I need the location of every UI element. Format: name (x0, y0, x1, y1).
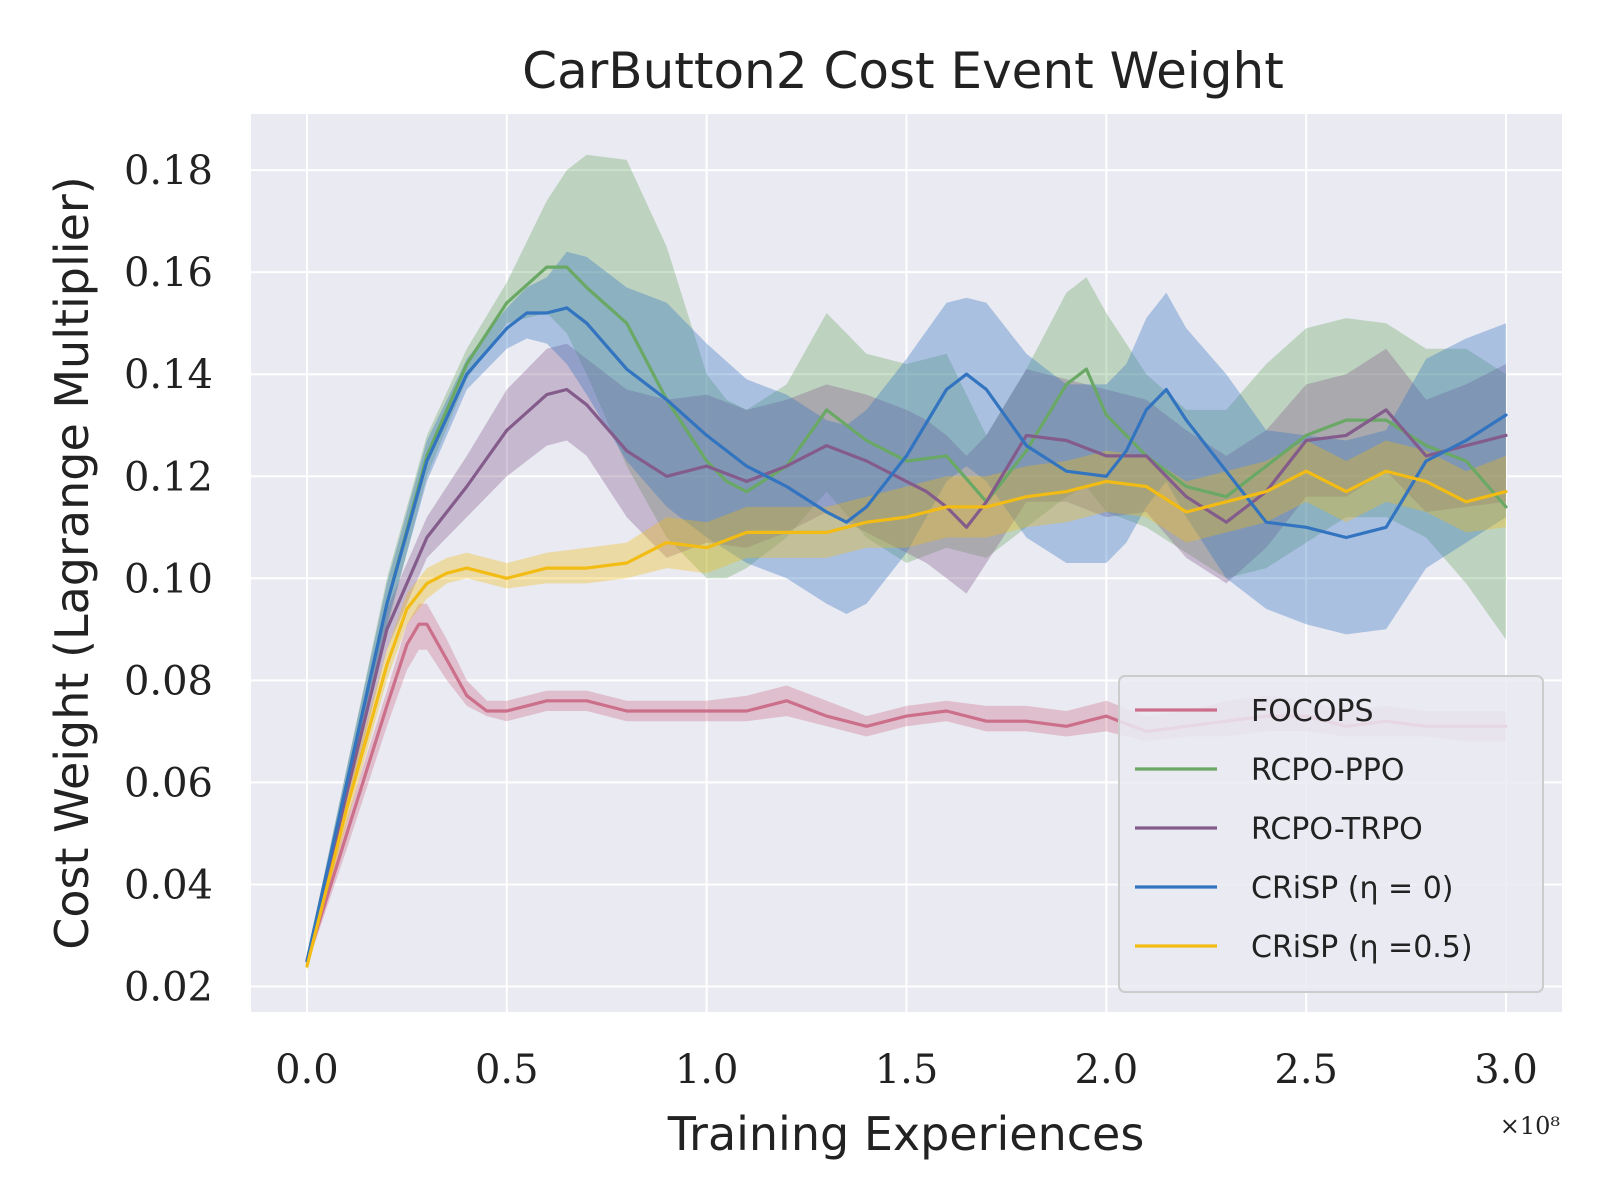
line-rcpo-trpo (305, 387, 1508, 963)
x-tick-labels: 0.0 0.5 1.0 1.5 2.0 2.5 3.0 (275, 1047, 1538, 1093)
y-tick-label: 0.02 (124, 964, 213, 1010)
y-tick-label: 0.14 (124, 352, 213, 398)
line-crisp-0 (305, 306, 1508, 963)
legend-label-crisp-0-5: CRiSP (η =0.5) (1251, 930, 1473, 965)
line-crisp-0-5 (305, 469, 1508, 968)
y-axis-label: Cost Weight (Lagrange Multiplier) (45, 176, 99, 949)
y-tick-label: 0.16 (124, 250, 213, 296)
band-rcpo-trpo (307, 343, 1506, 967)
y-tick-labels: 0.02 0.04 0.06 0.08 0.10 0.12 0.14 0.16 0.18 (124, 148, 213, 1010)
legend: FOCOPS RCPO-PPO RCPO-TRPO CRiSP (η = 0) CRiS… (1118, 675, 1544, 993)
y-tick-label: 0.04 (124, 862, 213, 908)
x-tick-label: 1.0 (675, 1047, 739, 1093)
legend-label-focops: FOCOPS (1251, 694, 1374, 729)
x-tick-label: 2.0 (1075, 1047, 1139, 1093)
x-tick-label: 0.0 (275, 1047, 339, 1093)
y-tick-label: 0.06 (124, 760, 213, 806)
band-crisp-0 (307, 251, 1506, 967)
x-axis-label: Training Experiences (667, 1107, 1145, 1161)
x-tick-label: 3.0 (1474, 1047, 1538, 1093)
y-tick-label: 0.12 (124, 454, 213, 500)
confidence-bands (307, 154, 1506, 972)
x-axis-exponent: ×10⁸ (1500, 1112, 1560, 1140)
x-tick-label: 0.5 (475, 1047, 539, 1093)
legend-label-crisp-0: CRiSP (η = 0) (1251, 871, 1454, 906)
line-rcpo-ppo (305, 265, 1508, 963)
band-crisp-0-5 (307, 440, 1506, 972)
x-tick-label: 2.5 (1274, 1047, 1338, 1093)
y-tick-label: 0.10 (124, 556, 213, 602)
x-tick-label: 1.5 (875, 1047, 939, 1093)
band-rcpo-ppo (307, 154, 1506, 967)
legend-label-rcpo-ppo: RCPO-PPO (1251, 753, 1404, 788)
legend-box (1118, 675, 1544, 993)
chart-title: CarButton2 Cost Event Weight (522, 42, 1284, 100)
y-tick-label: 0.08 (124, 658, 213, 704)
band-focops (307, 603, 1506, 967)
legend-label-rcpo-trpo: RCPO-TRPO (1251, 812, 1423, 847)
y-tick-label: 0.18 (124, 148, 213, 194)
